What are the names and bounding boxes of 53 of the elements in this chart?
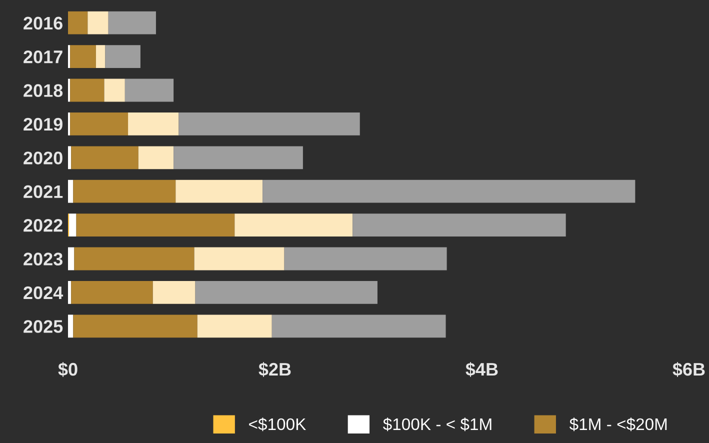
y-tick-label: 2019	[24, 118, 62, 131]
x-tick-label: $0	[58, 362, 78, 377]
bar	[71, 280, 153, 304]
bar	[70, 45, 96, 68]
bar	[108, 11, 156, 34]
bar	[73, 314, 198, 338]
bar	[176, 180, 263, 203]
bar	[105, 45, 140, 68]
bar	[68, 314, 74, 338]
bar	[284, 247, 447, 270]
legend-label: $100K - < $1M	[383, 418, 492, 432]
bar	[152, 280, 196, 304]
y-tick-label: 2023	[24, 252, 62, 266]
bar	[174, 146, 303, 170]
y-tick-label: 2016	[24, 16, 62, 30]
bar	[70, 78, 104, 102]
bar	[234, 214, 353, 237]
bar	[138, 146, 174, 170]
bar	[69, 214, 76, 237]
bar	[96, 45, 106, 68]
bar	[124, 78, 174, 102]
y-tick-label: 2017	[24, 50, 62, 64]
bar	[195, 280, 378, 304]
bar	[262, 180, 636, 203]
bar	[70, 112, 128, 136]
bar	[76, 214, 235, 237]
x-tick-label: $4B	[466, 362, 498, 377]
y-tick-label: 2025	[24, 320, 63, 333]
x-tick-label: $6B	[672, 362, 705, 377]
bar	[68, 11, 88, 34]
legend-label: <$100K	[249, 418, 306, 432]
bar	[88, 11, 108, 34]
y-tick-label: 2022	[24, 218, 62, 232]
bar	[178, 112, 360, 136]
bar	[68, 280, 72, 304]
x-tick-label: $2B	[258, 362, 291, 377]
bar	[68, 146, 72, 170]
bar	[194, 247, 284, 270]
bar	[73, 180, 176, 203]
bar	[71, 146, 138, 170]
bar	[68, 247, 74, 270]
legend-label: $1M - <$20M	[569, 418, 667, 432]
bar	[272, 314, 446, 338]
bar	[104, 78, 125, 102]
y-tick-label: 2018	[24, 84, 63, 97]
bar	[352, 214, 566, 237]
bar	[68, 180, 74, 203]
y-tick-label: 2021	[24, 185, 63, 198]
y-tick-label: 2024	[24, 286, 64, 300]
bar	[197, 314, 272, 338]
bar	[128, 112, 179, 136]
y-tick-label: 2020	[24, 152, 62, 164]
bar	[74, 247, 194, 270]
